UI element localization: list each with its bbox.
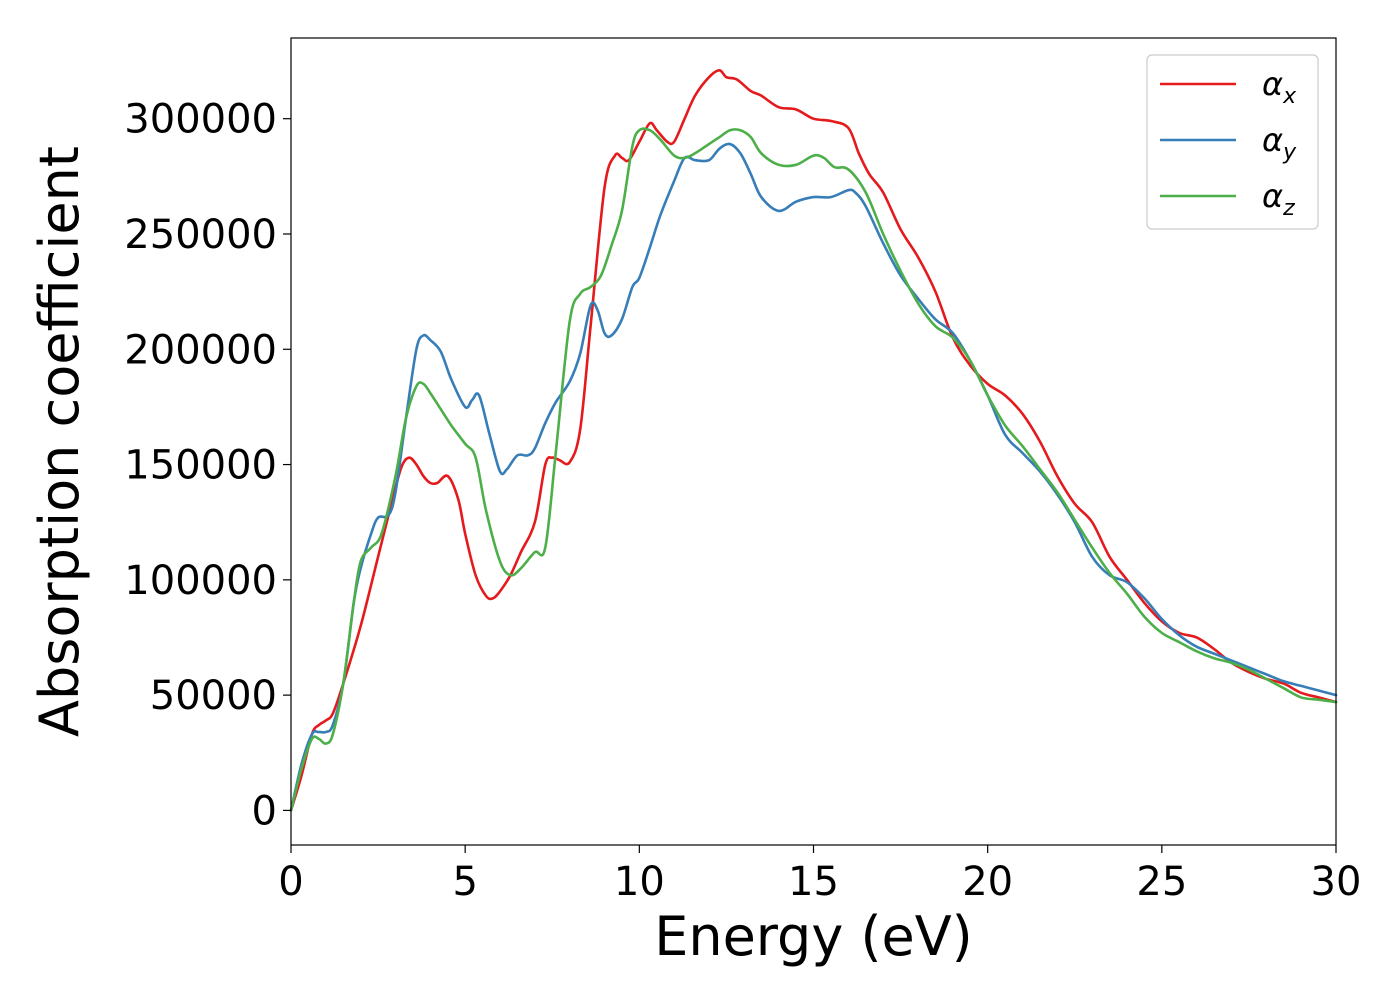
legend-label-alpha-y: αy [1262,121,1297,165]
x-axis-title: Energy (eV) [654,905,973,968]
y-tick-label: 300000 [124,97,277,143]
series-layer [289,68,1338,812]
y-axis-title: Absorption coefficient [28,146,91,737]
y-tick-label: 100000 [124,558,277,604]
y-tick-label: 250000 [124,212,277,258]
legend-subscript: z [1282,196,1295,221]
legend-symbol: α [1262,121,1283,159]
legend-subscript: x [1282,84,1297,109]
x-tick-label: 20 [962,859,1013,905]
x-tick-label: 30 [1311,859,1362,905]
legend-symbol: α [1262,177,1283,215]
x-axis: 0 5 10 15 20 25 30 [278,845,1361,905]
y-axis: 0 50000 100000 150000 200000 250000 300000 [124,97,291,834]
series-line-alpha-z [289,127,1338,812]
legend-label-alpha-x: αx [1262,65,1297,109]
legend-label-alpha-z: αz [1262,177,1295,221]
x-tick-label: 15 [788,859,839,905]
x-tick-label: 0 [278,859,303,905]
legend-subscript: y [1282,140,1297,165]
x-tick-label: 5 [452,859,477,905]
series-line-alpha-y [289,142,1338,812]
y-tick-label: 200000 [124,327,277,373]
x-tick-label: 10 [614,859,665,905]
legend-box [1146,54,1319,230]
y-tick-label: 0 [252,788,277,834]
series-line-alpha-x [289,68,1338,812]
x-tick-label: 25 [1136,859,1187,905]
legend-symbol: α [1262,65,1283,103]
y-tick-label: 50000 [150,673,277,719]
y-tick-label: 150000 [124,443,277,489]
